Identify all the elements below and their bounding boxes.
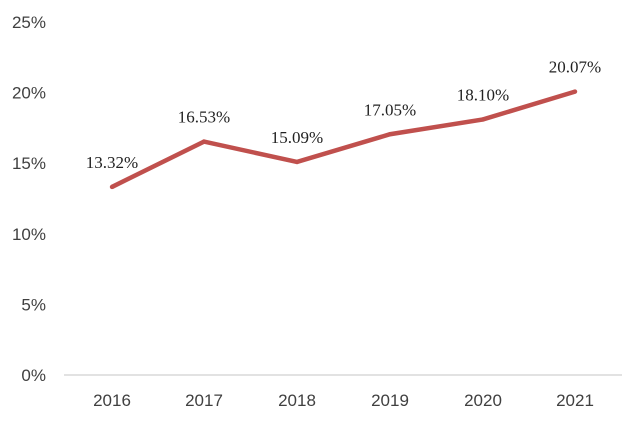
x-tick-label: 2019 xyxy=(371,391,409,410)
x-tick-label: 2021 xyxy=(556,391,594,410)
data-label: 17.05% xyxy=(364,100,416,119)
data-label: 15.09% xyxy=(271,128,323,147)
y-tick-label: 25% xyxy=(12,13,46,32)
y-tick-label: 0% xyxy=(21,366,46,385)
data-point xyxy=(572,89,578,94)
data-point xyxy=(201,139,207,144)
y-tick-label: 5% xyxy=(21,295,46,314)
x-tick-label: 2017 xyxy=(185,391,223,410)
series-line xyxy=(111,89,576,189)
data-point xyxy=(387,132,393,137)
data-point xyxy=(480,117,486,122)
x-tick-label: 2016 xyxy=(93,391,131,410)
x-tick-label: 2018 xyxy=(278,391,316,410)
data-label: 20.07% xyxy=(549,58,601,77)
data-point xyxy=(109,184,115,190)
data-label: 13.32% xyxy=(86,153,138,172)
y-tick-label: 15% xyxy=(12,154,46,173)
y-tick-label: 20% xyxy=(12,84,46,103)
data-label: 16.53% xyxy=(178,108,230,127)
data-label: 18.10% xyxy=(457,85,509,104)
data-point xyxy=(294,159,300,165)
x-tick-label: 2020 xyxy=(464,391,502,410)
y-tick-label: 10% xyxy=(12,225,46,244)
